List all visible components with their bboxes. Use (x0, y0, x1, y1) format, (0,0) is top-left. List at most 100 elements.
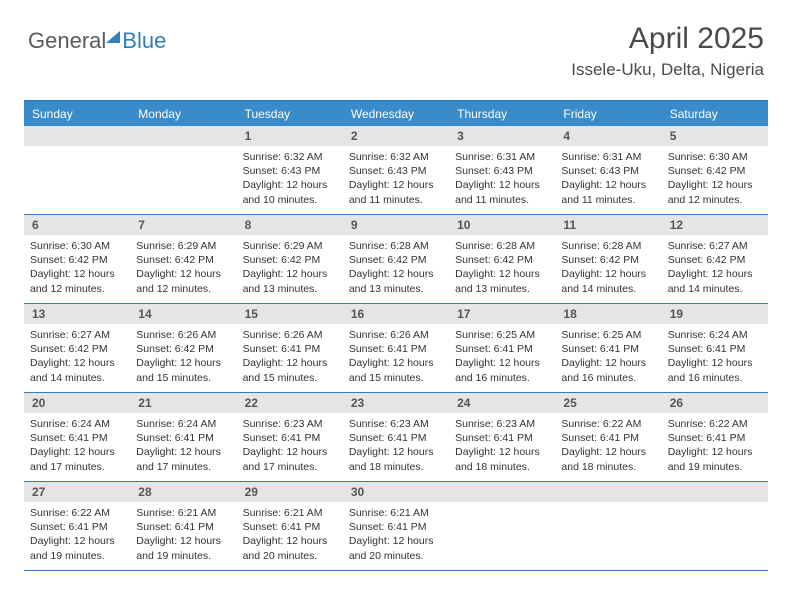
day-body: Sunrise: 6:25 AMSunset: 6:41 PMDaylight:… (449, 324, 555, 389)
sunrise-line: Sunrise: 6:22 AM (668, 417, 762, 431)
empty-day-header (662, 482, 768, 502)
day-cell-17: 17Sunrise: 6:25 AMSunset: 6:41 PMDayligh… (449, 304, 555, 392)
daylight-line: Daylight: 12 hours and 18 minutes. (561, 445, 655, 473)
daylight-line: Daylight: 12 hours and 15 minutes. (349, 356, 443, 384)
day-number: 3 (449, 126, 555, 146)
day-number: 17 (449, 304, 555, 324)
day-number: 21 (130, 393, 236, 413)
sunrise-line: Sunrise: 6:22 AM (30, 506, 124, 520)
day-number: 9 (343, 215, 449, 235)
day-body: Sunrise: 6:24 AMSunset: 6:41 PMDaylight:… (662, 324, 768, 389)
sunrise-line: Sunrise: 6:32 AM (243, 150, 337, 164)
day-cell-19: 19Sunrise: 6:24 AMSunset: 6:41 PMDayligh… (662, 304, 768, 392)
day-cell-1: 1Sunrise: 6:32 AMSunset: 6:43 PMDaylight… (237, 126, 343, 214)
sunrise-line: Sunrise: 6:30 AM (668, 150, 762, 164)
day-body: Sunrise: 6:22 AMSunset: 6:41 PMDaylight:… (555, 413, 661, 478)
day-number: 19 (662, 304, 768, 324)
day-number: 24 (449, 393, 555, 413)
day-cell-4: 4Sunrise: 6:31 AMSunset: 6:43 PMDaylight… (555, 126, 661, 214)
day-cell-10: 10Sunrise: 6:28 AMSunset: 6:42 PMDayligh… (449, 215, 555, 303)
day-body: Sunrise: 6:24 AMSunset: 6:41 PMDaylight:… (24, 413, 130, 478)
sunrise-line: Sunrise: 6:26 AM (349, 328, 443, 342)
empty-day-header (555, 482, 661, 502)
day-number: 2 (343, 126, 449, 146)
daylight-line: Daylight: 12 hours and 13 minutes. (455, 267, 549, 295)
weekday-wednesday: Wednesday (343, 102, 449, 126)
location-subtitle: Issele-Uku, Delta, Nigeria (571, 60, 764, 80)
sunrise-line: Sunrise: 6:30 AM (30, 239, 124, 253)
daylight-line: Daylight: 12 hours and 13 minutes. (349, 267, 443, 295)
sunset-line: Sunset: 6:42 PM (136, 253, 230, 267)
day-body: Sunrise: 6:31 AMSunset: 6:43 PMDaylight:… (555, 146, 661, 211)
sunset-line: Sunset: 6:41 PM (561, 431, 655, 445)
day-cell-25: 25Sunrise: 6:22 AMSunset: 6:41 PMDayligh… (555, 393, 661, 481)
day-number: 27 (24, 482, 130, 502)
day-number: 25 (555, 393, 661, 413)
day-body: Sunrise: 6:32 AMSunset: 6:43 PMDaylight:… (343, 146, 449, 211)
day-body: Sunrise: 6:25 AMSunset: 6:41 PMDaylight:… (555, 324, 661, 389)
day-cell-22: 22Sunrise: 6:23 AMSunset: 6:41 PMDayligh… (237, 393, 343, 481)
daylight-line: Daylight: 12 hours and 19 minutes. (136, 534, 230, 562)
day-number: 18 (555, 304, 661, 324)
day-body: Sunrise: 6:28 AMSunset: 6:42 PMDaylight:… (343, 235, 449, 300)
sunrise-line: Sunrise: 6:31 AM (455, 150, 549, 164)
sunset-line: Sunset: 6:43 PM (455, 164, 549, 178)
day-body: Sunrise: 6:32 AMSunset: 6:43 PMDaylight:… (237, 146, 343, 211)
week-row: 6Sunrise: 6:30 AMSunset: 6:42 PMDaylight… (24, 215, 768, 304)
sunset-line: Sunset: 6:43 PM (349, 164, 443, 178)
sunrise-line: Sunrise: 6:23 AM (455, 417, 549, 431)
day-cell-18: 18Sunrise: 6:25 AMSunset: 6:41 PMDayligh… (555, 304, 661, 392)
sunset-line: Sunset: 6:42 PM (668, 164, 762, 178)
sunset-line: Sunset: 6:42 PM (30, 342, 124, 356)
sunset-line: Sunset: 6:41 PM (136, 520, 230, 534)
day-body: Sunrise: 6:28 AMSunset: 6:42 PMDaylight:… (449, 235, 555, 300)
day-number: 29 (237, 482, 343, 502)
sunrise-line: Sunrise: 6:28 AM (455, 239, 549, 253)
sunset-line: Sunset: 6:41 PM (668, 342, 762, 356)
sunset-line: Sunset: 6:42 PM (561, 253, 655, 267)
sunset-line: Sunset: 6:42 PM (243, 253, 337, 267)
weekday-header-row: SundayMondayTuesdayWednesdayThursdayFrid… (24, 102, 768, 126)
daylight-line: Daylight: 12 hours and 11 minutes. (561, 178, 655, 206)
day-cell-7: 7Sunrise: 6:29 AMSunset: 6:42 PMDaylight… (130, 215, 236, 303)
day-number: 20 (24, 393, 130, 413)
day-number: 6 (24, 215, 130, 235)
day-cell-3: 3Sunrise: 6:31 AMSunset: 6:43 PMDaylight… (449, 126, 555, 214)
day-cell-6: 6Sunrise: 6:30 AMSunset: 6:42 PMDaylight… (24, 215, 130, 303)
day-body: Sunrise: 6:28 AMSunset: 6:42 PMDaylight:… (555, 235, 661, 300)
day-cell-empty (130, 126, 236, 214)
day-cell-9: 9Sunrise: 6:28 AMSunset: 6:42 PMDaylight… (343, 215, 449, 303)
sunset-line: Sunset: 6:41 PM (561, 342, 655, 356)
sunrise-line: Sunrise: 6:23 AM (243, 417, 337, 431)
sunrise-line: Sunrise: 6:32 AM (349, 150, 443, 164)
day-body: Sunrise: 6:21 AMSunset: 6:41 PMDaylight:… (130, 502, 236, 567)
day-cell-16: 16Sunrise: 6:26 AMSunset: 6:41 PMDayligh… (343, 304, 449, 392)
day-number: 5 (662, 126, 768, 146)
day-cell-empty (24, 126, 130, 214)
sunset-line: Sunset: 6:41 PM (455, 431, 549, 445)
day-body: Sunrise: 6:22 AMSunset: 6:41 PMDaylight:… (24, 502, 130, 567)
sunrise-line: Sunrise: 6:21 AM (349, 506, 443, 520)
day-body: Sunrise: 6:26 AMSunset: 6:41 PMDaylight:… (237, 324, 343, 389)
day-body: Sunrise: 6:26 AMSunset: 6:42 PMDaylight:… (130, 324, 236, 389)
weekday-tuesday: Tuesday (237, 102, 343, 126)
day-number: 8 (237, 215, 343, 235)
daylight-line: Daylight: 12 hours and 19 minutes. (668, 445, 762, 473)
sunrise-line: Sunrise: 6:24 AM (668, 328, 762, 342)
day-cell-12: 12Sunrise: 6:27 AMSunset: 6:42 PMDayligh… (662, 215, 768, 303)
sunrise-line: Sunrise: 6:29 AM (243, 239, 337, 253)
day-body: Sunrise: 6:31 AMSunset: 6:43 PMDaylight:… (449, 146, 555, 211)
day-cell-8: 8Sunrise: 6:29 AMSunset: 6:42 PMDaylight… (237, 215, 343, 303)
sunset-line: Sunset: 6:41 PM (136, 431, 230, 445)
day-body: Sunrise: 6:26 AMSunset: 6:41 PMDaylight:… (343, 324, 449, 389)
sunset-line: Sunset: 6:42 PM (349, 253, 443, 267)
logo-text-general: General (28, 28, 106, 54)
daylight-line: Daylight: 12 hours and 12 minutes. (136, 267, 230, 295)
sunset-line: Sunset: 6:42 PM (136, 342, 230, 356)
day-cell-2: 2Sunrise: 6:32 AMSunset: 6:43 PMDaylight… (343, 126, 449, 214)
weekday-thursday: Thursday (449, 102, 555, 126)
day-cell-29: 29Sunrise: 6:21 AMSunset: 6:41 PMDayligh… (237, 482, 343, 570)
empty-day-header (449, 482, 555, 502)
day-cell-11: 11Sunrise: 6:28 AMSunset: 6:42 PMDayligh… (555, 215, 661, 303)
day-body: Sunrise: 6:23 AMSunset: 6:41 PMDaylight:… (237, 413, 343, 478)
